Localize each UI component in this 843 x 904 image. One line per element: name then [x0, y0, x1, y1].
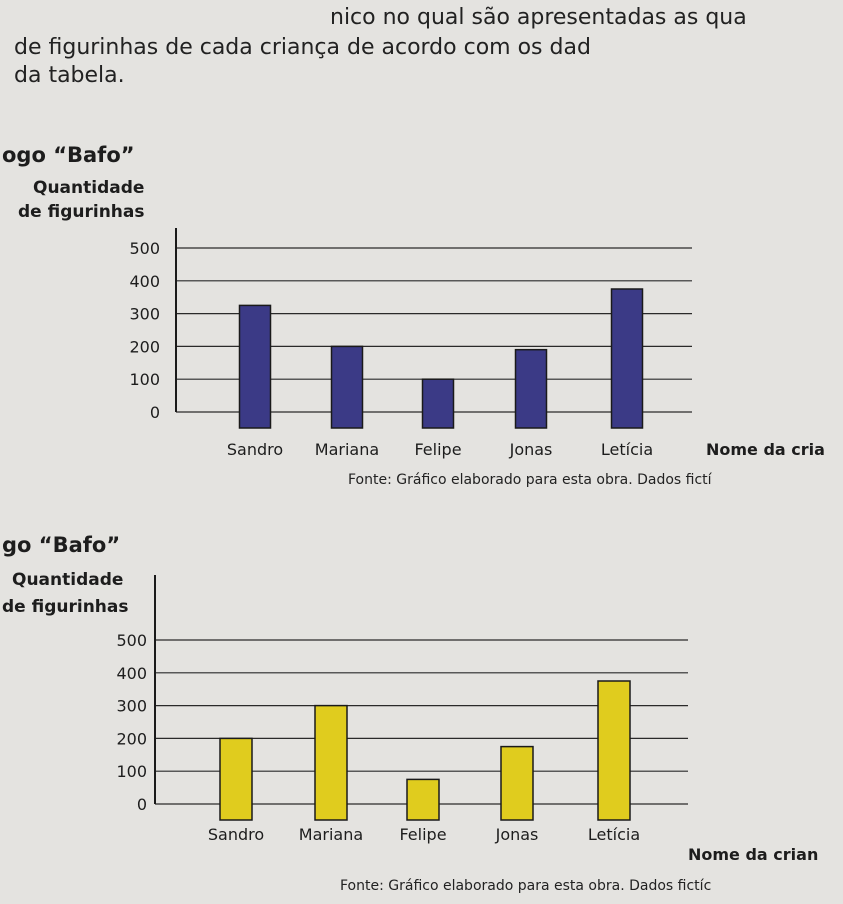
chart-1-bar-felipe [421, 378, 455, 429]
chart-2-bar-mariana [314, 704, 348, 821]
chart-1-y-tick-label: 400 [129, 272, 160, 291]
chart-2-y-tick-label: 200 [116, 729, 147, 748]
chart-2-category-label: Jonas [495, 825, 539, 844]
intro-line-3: da tabela. [14, 63, 125, 88]
chart-2-ylabel-line-2: de figurinhas [2, 597, 129, 617]
chart-1-category-label: Felipe [414, 440, 461, 459]
chart-2-bar-jonas [500, 745, 534, 821]
chart-1-y-tick-label: 500 [129, 239, 160, 258]
chart-1-category-label: Mariana [315, 440, 379, 459]
chart-2-bars [219, 680, 631, 821]
chart-1-ylabel-line-1: Quantidade [33, 178, 144, 198]
chart-2-category-label: Mariana [299, 825, 363, 844]
intro-line-1: nico no qual são apresentadas as qua [330, 5, 747, 30]
chart-2-y-ticks: 0 100 200 300 400 500 [116, 631, 147, 814]
chart-1-source: Fonte: Gráfico elaborado para esta obra.… [348, 472, 713, 488]
chart-2-xlabel: Nome da crian [688, 845, 818, 864]
chart-2-y-tick-label: 300 [116, 697, 147, 716]
chart-1-y-ticks: 0 100 200 300 400 500 [129, 239, 160, 422]
chart-1-category-label: Jonas [509, 440, 553, 459]
chart-1: ogo “Bafo” Quantidade de figurinhas 0 100… [2, 143, 825, 488]
chart-2-bar-sandro [219, 737, 253, 821]
chart-2-title: go “Bafo” [2, 533, 120, 557]
chart-1-bar-jonas [514, 348, 548, 429]
chart-2-y-tick-label: 500 [116, 631, 147, 650]
chart-2-ylabel-line-1: Quantidade [12, 570, 123, 590]
chart-2-y-tick-label: 400 [116, 664, 147, 683]
chart-2-y-tick-label: 100 [116, 762, 147, 781]
chart-2-y-tick-label: 0 [137, 795, 147, 814]
chart-2-bar-felipe [406, 778, 440, 821]
chart-1-y-tick-label: 300 [129, 305, 160, 324]
chart-2-category-label: Sandro [208, 825, 264, 844]
chart-1-ylabel-line-2: de figurinhas [18, 202, 145, 222]
intro-line-2: de figurinhas de cada criança de acordo … [14, 35, 591, 60]
chart-2-bar-letícia [597, 680, 631, 821]
chart-1-category-label: Letícia [601, 440, 653, 459]
chart-2: go “Bafo” Quantidade de figurinhas 0 100 2… [2, 533, 818, 894]
chart-1-title: ogo “Bafo” [2, 143, 135, 167]
chart-1-y-tick-label: 100 [129, 370, 160, 389]
chart-1-category-label: Sandro [227, 440, 283, 459]
chart-1-bar-letícia [610, 288, 644, 429]
chart-2-category-labels: Sandro Mariana Felipe Jonas Letícia [208, 825, 640, 844]
chart-1-bar-mariana [330, 345, 364, 429]
chart-1-y-tick-label: 0 [150, 403, 160, 422]
chart-1-category-labels: Sandro Mariana Felipe Jonas Letícia [227, 440, 653, 459]
chart-1-xlabel: Nome da cria [706, 440, 825, 459]
chart-2-category-label: Letícia [588, 825, 640, 844]
chart-1-bar-sandro [238, 304, 272, 429]
chart-1-bars [238, 288, 644, 429]
chart-2-source: Fonte: Gráfico elaborado para esta obra.… [340, 878, 711, 894]
chart-2-category-label: Felipe [399, 825, 446, 844]
chart-1-y-tick-label: 200 [129, 337, 160, 356]
